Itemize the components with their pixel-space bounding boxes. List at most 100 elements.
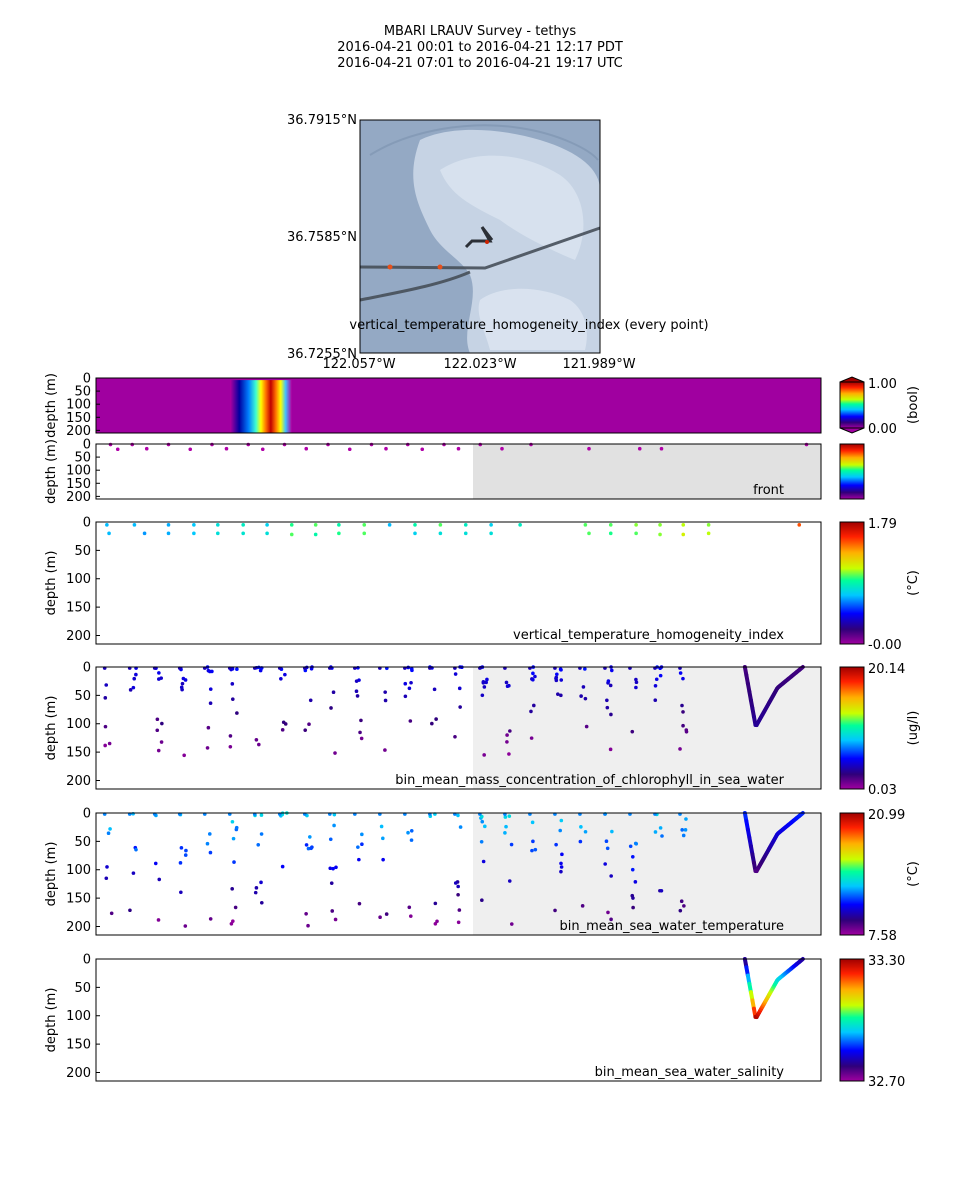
data-point: [157, 677, 161, 681]
data-point: [331, 866, 335, 871]
data-point: [453, 881, 458, 885]
data-point: [653, 830, 658, 834]
data-point: [104, 683, 109, 687]
data-point: [131, 685, 136, 690]
data-point: [518, 523, 522, 527]
data-point: [156, 918, 161, 922]
data-point: [235, 711, 239, 715]
data-point: [580, 904, 585, 908]
data-point: [481, 859, 486, 864]
data-point: [188, 447, 193, 452]
data-point: [246, 442, 251, 447]
data-point: [684, 729, 689, 734]
data-point: [608, 531, 613, 536]
data-point: [660, 834, 664, 838]
data-point: [107, 531, 111, 536]
data-point: [659, 889, 664, 893]
data-point: [108, 827, 112, 831]
map-marker: [387, 264, 393, 270]
data-point: [533, 847, 538, 852]
data-point: [554, 842, 558, 847]
colorbar-min-label: 7.58: [868, 929, 897, 944]
data-point: [354, 689, 359, 694]
data-point: [558, 828, 563, 833]
data-point: [529, 736, 534, 740]
data-point: [458, 705, 462, 709]
y-tick-label: 100: [66, 863, 91, 878]
data-point: [679, 899, 684, 903]
data-point: [482, 753, 486, 757]
data-point: [235, 667, 239, 671]
data-point: [480, 693, 485, 698]
data-point: [681, 723, 685, 728]
panel-title: vertical_temperature_homogeneity_index: [513, 628, 784, 643]
data-point: [681, 676, 685, 681]
data-point: [234, 825, 239, 830]
data-point: [210, 442, 214, 447]
data-point: [130, 442, 135, 447]
data-point: [241, 523, 245, 527]
data-point: [658, 523, 662, 527]
data-point: [659, 446, 664, 451]
data-point: [357, 901, 362, 906]
data-point: [383, 698, 388, 703]
colorbar: [839, 958, 865, 1082]
y-tick-label: 200: [66, 920, 91, 935]
data-point: [306, 846, 311, 851]
data-point: [658, 532, 662, 537]
data-point: [307, 722, 311, 727]
y-tick-label: 200: [66, 424, 91, 439]
map-canyon-rim: [369, 124, 599, 161]
data-point: [529, 709, 533, 714]
data-point: [208, 669, 212, 674]
axes-frame: [95, 521, 822, 645]
data-point: [182, 753, 186, 758]
y-tick-label: 0: [83, 438, 91, 453]
data-point: [254, 737, 259, 742]
chart-title-line-2: 2016-04-21 00:01 to 2016-04-21 12:17 PDT: [337, 40, 623, 55]
data-point: [115, 447, 120, 452]
y-tick-label: 0: [83, 372, 91, 387]
data-point: [630, 867, 635, 872]
data-point: [438, 523, 443, 527]
data-point: [681, 532, 686, 537]
data-point: [413, 523, 417, 527]
data-point: [503, 815, 508, 819]
map-lon-label: 122.023°W: [443, 357, 516, 372]
data-point: [329, 881, 334, 885]
data-point: [331, 690, 336, 695]
data-point: [507, 879, 512, 883]
data-point: [362, 531, 367, 536]
data-point: [283, 722, 288, 726]
data-point: [608, 683, 613, 688]
data-point: [183, 678, 188, 682]
data-point: [330, 909, 335, 913]
night-shading: [473, 813, 821, 935]
data-point: [282, 442, 287, 447]
survey-map: 36.7915°N 36.7585°N 36.7255°N 122.057°W …: [287, 113, 709, 372]
y-axis-label: depth (m): [44, 551, 59, 616]
y-tick-label: 150: [66, 411, 91, 426]
night-shading: [473, 667, 821, 789]
y-tick-label: 0: [83, 661, 91, 676]
data-point: [142, 531, 147, 536]
data-point: [178, 861, 183, 865]
data-point: [482, 824, 487, 829]
data-point: [706, 523, 711, 527]
map-lat-label: 36.7255°N: [287, 347, 357, 362]
data-point: [253, 890, 258, 895]
data-point: [358, 730, 362, 735]
data-point: [304, 911, 308, 916]
data-point: [360, 832, 364, 837]
y-tick-label: 0: [83, 807, 91, 822]
y-tick-label: 150: [66, 477, 91, 492]
data-point: [241, 531, 245, 536]
data-point: [384, 912, 389, 916]
data-point: [507, 752, 511, 756]
y-tick-label: 150: [66, 746, 91, 761]
data-point: [105, 523, 109, 527]
data-point: [532, 703, 536, 708]
data-point: [208, 917, 213, 921]
data-point: [505, 684, 510, 689]
